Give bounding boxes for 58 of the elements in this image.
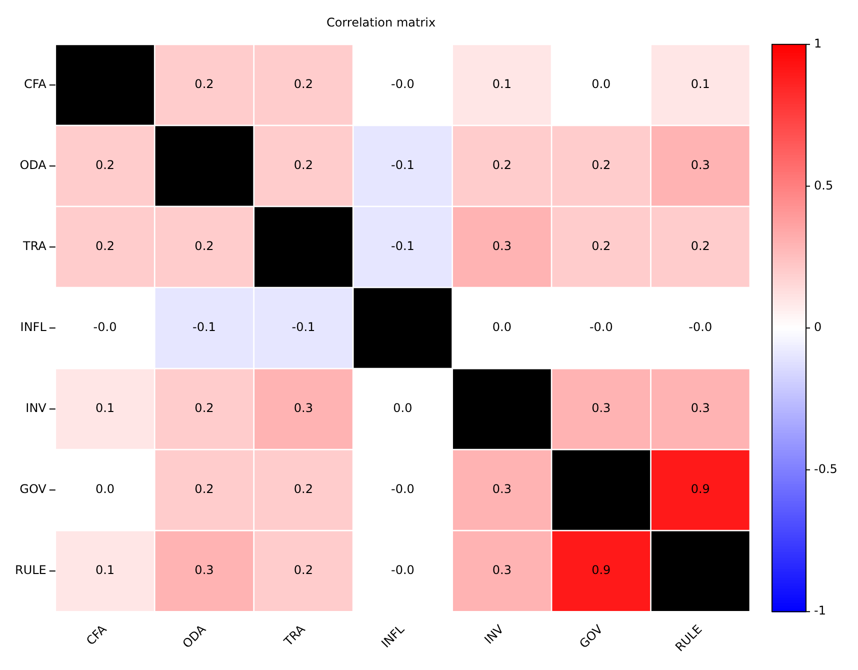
data-label: 0.2 <box>95 239 115 254</box>
data-label: 0.2 <box>194 482 214 496</box>
data-label: 0.2 <box>592 239 611 254</box>
data-label: 0.3 <box>194 563 214 578</box>
color-bar-label: -0.5 <box>814 462 838 476</box>
data-label: -0.0 <box>589 320 613 334</box>
data-label: 0.3 <box>294 401 314 416</box>
data-label: -0.0 <box>93 320 117 334</box>
data-label: 0.9 <box>592 563 611 578</box>
data-label: 0.9 <box>690 482 710 496</box>
data-label: 0.3 <box>492 563 512 578</box>
x-tick-label: INV <box>482 622 507 647</box>
data-label: 0.2 <box>592 158 611 172</box>
y-tick-label: RULE <box>15 563 46 578</box>
y-tick-label: GOV <box>20 482 48 496</box>
data-label: 0.1 <box>492 77 512 92</box>
data-label: 0.3 <box>690 401 710 416</box>
data-label: -0.1 <box>390 239 414 254</box>
y-tick-label: INFL <box>20 320 47 334</box>
data-label: 0.0 <box>492 320 512 334</box>
data-label: 0.1 <box>690 77 710 92</box>
data-label: -0.1 <box>390 158 414 172</box>
data-label: -0.1 <box>192 320 216 334</box>
data-label: 0.1 <box>95 401 115 416</box>
color-bar-label: 1 <box>814 36 822 51</box>
y-tick-label: ODA <box>20 158 48 172</box>
color-bar-label: 0 <box>814 320 822 334</box>
data-label: 0.2 <box>690 239 710 254</box>
data-label: -0.0 <box>688 320 712 334</box>
data-label: -0.0 <box>390 77 414 92</box>
data-label: 0.2 <box>95 158 115 172</box>
data-label: 0.2 <box>194 401 214 416</box>
color-bar-label: -1 <box>814 604 826 618</box>
data-label: 0.2 <box>294 77 314 92</box>
chart-title: Correlation matrix <box>326 15 436 30</box>
data-label: 0.3 <box>592 401 611 416</box>
data-label: 0.0 <box>393 401 412 416</box>
color-bar-label: 0.5 <box>814 178 834 192</box>
data-label: 0.3 <box>492 239 512 254</box>
data-label: 0.2 <box>194 239 214 254</box>
data-label: 0.2 <box>294 563 314 578</box>
y-tick-label: TRA <box>22 239 48 254</box>
data-label: 0.2 <box>492 158 512 172</box>
data-label: -0.0 <box>390 482 414 496</box>
data-label: -0.0 <box>390 563 414 578</box>
data-label: -0.1 <box>292 320 316 334</box>
x-tick-label: TRA <box>280 622 308 650</box>
data-label: 0.0 <box>592 77 611 92</box>
data-label: 0.0 <box>95 482 115 496</box>
data-label: 0.2 <box>294 482 314 496</box>
data-label: 0.2 <box>294 158 314 172</box>
x-tick-label: CFA <box>84 622 110 648</box>
data-label: 0.2 <box>194 77 214 92</box>
y-tick-label: CFA <box>24 77 48 92</box>
data-label: 0.3 <box>492 482 512 496</box>
data-label: 0.1 <box>95 563 115 578</box>
data-label: 0.3 <box>690 158 710 172</box>
y-tick-label: INV <box>26 401 48 416</box>
